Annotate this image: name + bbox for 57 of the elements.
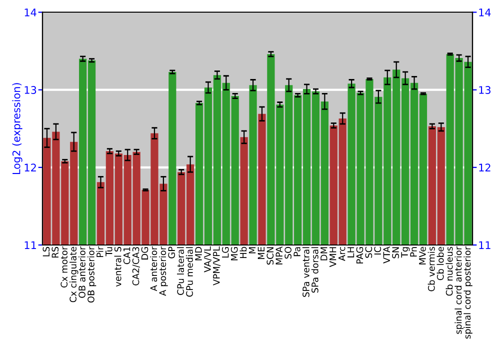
y-tick-label: 12 — [24, 164, 36, 172]
x-tick-label: CPu medial — [186, 247, 193, 297]
x-tick-label: PAG — [356, 247, 364, 264]
y-axis-title: Log2 (expression) — [12, 83, 22, 174]
x-tick-label: Arc — [338, 246, 346, 261]
x-tick-label: LG — [222, 247, 229, 258]
x-tick-label: Pn — [410, 247, 417, 257]
x-tick-label: SN — [392, 247, 399, 258]
x-tick-label: Cb nucleus — [446, 246, 453, 296]
y-tick-label: 14 — [24, 8, 36, 16]
y-tick-label: 13 — [24, 86, 36, 94]
x-tick-label: SPa dorsal — [311, 247, 318, 293]
x-tick-label: LS — [42, 246, 50, 256]
x-tick-label: M — [248, 247, 256, 254]
x-tick-label: Pir — [96, 246, 104, 257]
x-tick-label: MPA — [276, 246, 282, 264]
y-tick-label: 11 — [24, 241, 36, 249]
x-tick-label: VA/VL — [204, 246, 212, 272]
x-tick-label: SC — [365, 246, 372, 258]
y2-tick-label: 11 — [479, 241, 490, 249]
x-tick-label: DM — [320, 247, 328, 260]
x-tick-label: VPM/VPL — [213, 246, 221, 286]
x-tick-label: Cx motor — [60, 246, 68, 288]
x-tick-label: Tu — [106, 247, 112, 256]
x-tick-label: MG — [230, 247, 238, 260]
x-tick-label: Cx cingulate — [69, 246, 78, 302]
x-tick-label: VMH — [330, 247, 336, 268]
x-tick-label: CA1 — [123, 247, 130, 264]
x-tick-label: SO — [284, 246, 292, 259]
x-tick-label: DG — [141, 247, 148, 260]
x-tick-label: Pa — [294, 247, 300, 256]
x-tick-label: OB posterior — [87, 246, 96, 303]
x-tick-label: LH — [347, 247, 354, 258]
x-tick-label: ventral S — [114, 246, 122, 287]
x-tick-label: MD — [195, 246, 202, 260]
x-tick-label: spinal cord anterior — [454, 246, 464, 334]
x-tick-label: Tg — [401, 247, 410, 258]
x-tick-label: CPu lateral — [176, 247, 184, 295]
x-tick-label: A anterior — [150, 246, 158, 292]
x-tick-label: Hb — [240, 246, 247, 258]
y2-tick-label: 14 — [479, 8, 491, 16]
x-tick-label: spinal cord posterior — [464, 246, 472, 339]
x-tick-label: GP — [168, 246, 176, 258]
x-tick-label: Cb vermis — [428, 246, 435, 292]
x-tick-label: CA2/CA3 — [132, 247, 140, 286]
x-tick-label: OB anterior — [78, 246, 86, 298]
x-tick-label: A posterior — [159, 246, 168, 296]
x-tick-label: ME — [258, 246, 264, 259]
x-tick-label: MVe — [419, 246, 426, 264]
x-tick-label: SCN — [266, 247, 274, 265]
x-tick-label: RS — [52, 246, 59, 258]
y2-tick-label: 13 — [479, 86, 490, 94]
x-tick-label: SPa ventral — [302, 247, 310, 297]
x-tick-label: IC — [374, 246, 382, 254]
y2-tick-label: 12 — [479, 164, 490, 172]
x-tick-label: Cb lobe — [436, 246, 444, 280]
x-tick-label: VTA — [383, 246, 390, 264]
